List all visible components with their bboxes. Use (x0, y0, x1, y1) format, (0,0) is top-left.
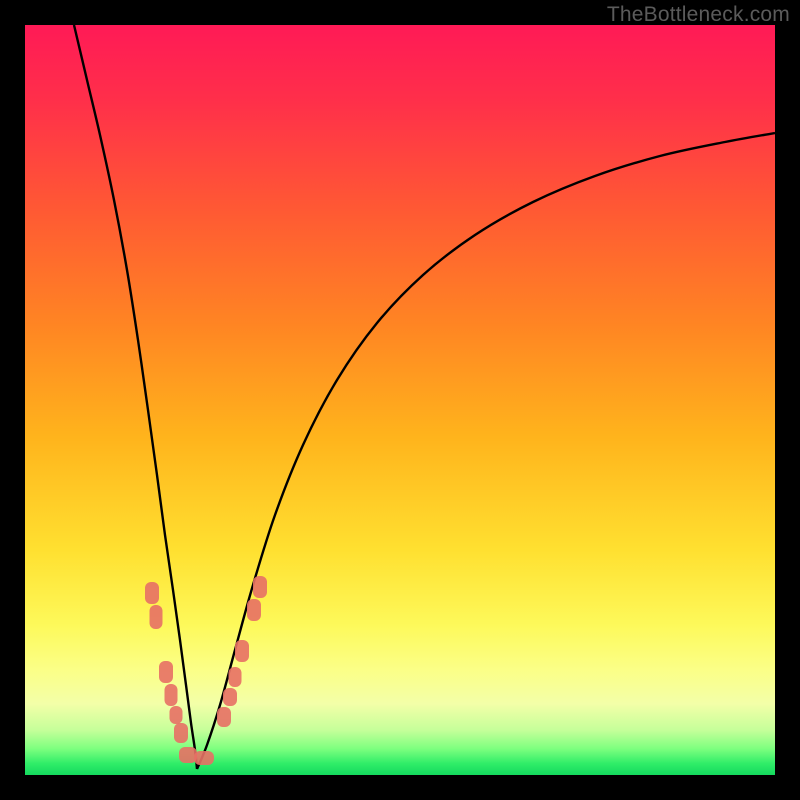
data-marker (229, 667, 242, 687)
data-marker (145, 582, 159, 604)
data-marker (159, 661, 173, 683)
data-marker (217, 707, 231, 727)
left-branch-curve (74, 25, 197, 769)
marker-group (145, 576, 267, 765)
data-marker (247, 599, 261, 621)
data-marker (150, 605, 163, 629)
outer-frame: TheBottleneck.com (0, 0, 800, 800)
data-marker (194, 751, 214, 765)
data-marker (235, 640, 249, 662)
curve-layer (25, 25, 775, 775)
plot-area (25, 25, 775, 775)
data-marker (165, 684, 178, 706)
right-branch-curve (197, 133, 775, 769)
data-marker (223, 688, 237, 706)
data-marker (170, 706, 183, 724)
data-marker (174, 723, 188, 743)
data-marker (253, 576, 267, 598)
watermark-text: TheBottleneck.com (607, 3, 790, 27)
